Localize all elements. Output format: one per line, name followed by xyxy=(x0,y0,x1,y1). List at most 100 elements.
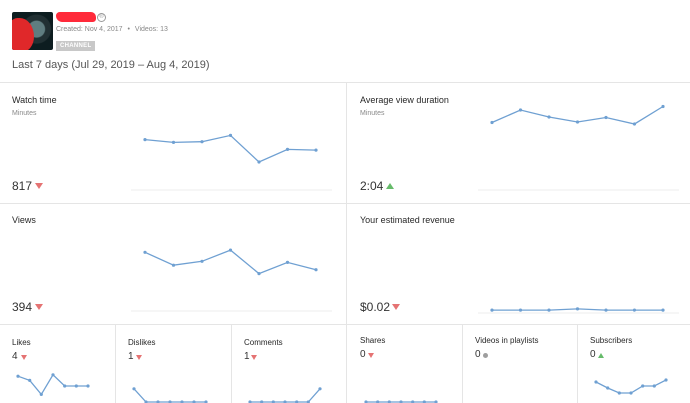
data-point[interactable] xyxy=(16,374,20,378)
channel-avatar[interactable] xyxy=(12,12,53,50)
data-point[interactable] xyxy=(204,400,208,403)
data-point[interactable] xyxy=(200,259,204,263)
card-title: Views xyxy=(12,215,36,225)
data-point[interactable] xyxy=(156,400,160,403)
metric-value: 1 xyxy=(244,351,250,362)
verified-icon: ® xyxy=(97,13,106,22)
metric-value: 4 xyxy=(12,351,18,362)
metric-value: 0 xyxy=(590,349,596,360)
date-range[interactable]: Last 7 days (Jul 29, 2019 – Aug 4, 2019) xyxy=(12,59,210,71)
data-point[interactable] xyxy=(306,400,310,403)
data-point[interactable] xyxy=(74,384,78,388)
data-point[interactable] xyxy=(168,400,172,403)
divider xyxy=(115,325,116,403)
data-point[interactable] xyxy=(171,263,176,267)
data-point[interactable] xyxy=(632,308,637,312)
divider xyxy=(577,325,578,403)
data-point[interactable] xyxy=(641,384,645,388)
data-point[interactable] xyxy=(411,400,415,403)
trend-down-icon xyxy=(35,183,43,189)
data-point[interactable] xyxy=(28,378,32,382)
data-point[interactable] xyxy=(387,400,391,403)
data-point[interactable] xyxy=(39,392,43,396)
data-point[interactable] xyxy=(629,391,633,395)
data-point[interactable] xyxy=(228,133,233,137)
metric-value: 394 xyxy=(12,300,33,314)
data-point[interactable] xyxy=(51,373,55,377)
data-point[interactable] xyxy=(271,400,275,403)
data-point[interactable] xyxy=(434,400,438,403)
metric-value: 817 xyxy=(12,179,33,193)
data-point[interactable] xyxy=(180,400,184,403)
data-point[interactable] xyxy=(399,400,403,403)
data-point[interactable] xyxy=(260,400,264,403)
data-point[interactable] xyxy=(661,308,665,312)
trend-down-icon xyxy=(392,304,400,310)
channel-name-redacted[interactable] xyxy=(56,12,96,22)
card-unit: Minutes xyxy=(360,110,385,117)
data-point[interactable] xyxy=(547,115,551,119)
trend-neutral-icon xyxy=(483,353,488,358)
data-point[interactable] xyxy=(422,400,426,403)
trend-up-icon xyxy=(386,183,394,189)
data-point[interactable] xyxy=(604,115,608,120)
card-title: Your estimated revenue xyxy=(360,215,455,225)
data-point[interactable] xyxy=(364,400,368,403)
channel-header: ® Created: Nov 4, 2017 • Videos: 13 CHAN… xyxy=(0,0,690,83)
data-point[interactable] xyxy=(295,400,299,403)
data-point[interactable] xyxy=(192,400,196,403)
data-point[interactable] xyxy=(652,384,656,388)
divider xyxy=(462,325,463,403)
data-point[interactable] xyxy=(285,147,290,151)
metric-value: 2:04 xyxy=(360,179,384,193)
redaction-mark xyxy=(12,18,34,50)
trend-down-icon xyxy=(251,355,257,360)
data-point[interactable] xyxy=(606,386,610,390)
data-point[interactable] xyxy=(594,380,598,384)
data-point[interactable] xyxy=(144,400,148,403)
data-point[interactable] xyxy=(143,138,147,142)
divider xyxy=(231,325,232,403)
data-point[interactable] xyxy=(257,272,261,276)
data-point[interactable] xyxy=(490,308,494,312)
data-point[interactable] xyxy=(143,250,147,254)
data-point[interactable] xyxy=(518,308,523,312)
metric-value: 0 xyxy=(360,349,366,360)
data-point[interactable] xyxy=(228,248,233,252)
trend-down-icon xyxy=(136,355,142,360)
data-point[interactable] xyxy=(200,140,204,144)
card-title: Subscribers xyxy=(590,336,633,345)
card-unit: Minutes xyxy=(12,110,37,117)
data-point[interactable] xyxy=(171,140,176,144)
data-point[interactable] xyxy=(547,308,551,312)
data-point[interactable] xyxy=(575,120,580,124)
data-point[interactable] xyxy=(314,268,318,272)
data-point[interactable] xyxy=(86,384,90,388)
data-point[interactable] xyxy=(376,400,380,403)
data-point[interactable] xyxy=(661,104,665,109)
data-point[interactable] xyxy=(257,160,261,164)
data-point[interactable] xyxy=(63,384,67,388)
data-point[interactable] xyxy=(664,378,668,382)
data-point[interactable] xyxy=(632,122,637,126)
data-point[interactable] xyxy=(285,260,290,264)
data-point[interactable] xyxy=(604,308,608,312)
data-point[interactable] xyxy=(490,120,494,125)
data-point[interactable] xyxy=(283,400,287,403)
data-point[interactable] xyxy=(318,387,322,391)
data-point[interactable] xyxy=(518,108,523,112)
channel-meta: Created: Nov 4, 2017 • Videos: 13 xyxy=(56,26,168,33)
divider xyxy=(346,83,347,403)
data-point[interactable] xyxy=(575,307,580,311)
data-point[interactable] xyxy=(617,391,621,395)
data-point[interactable] xyxy=(248,400,252,403)
data-point[interactable] xyxy=(314,148,318,152)
trend-down-icon xyxy=(35,304,43,310)
data-point[interactable] xyxy=(132,387,136,391)
